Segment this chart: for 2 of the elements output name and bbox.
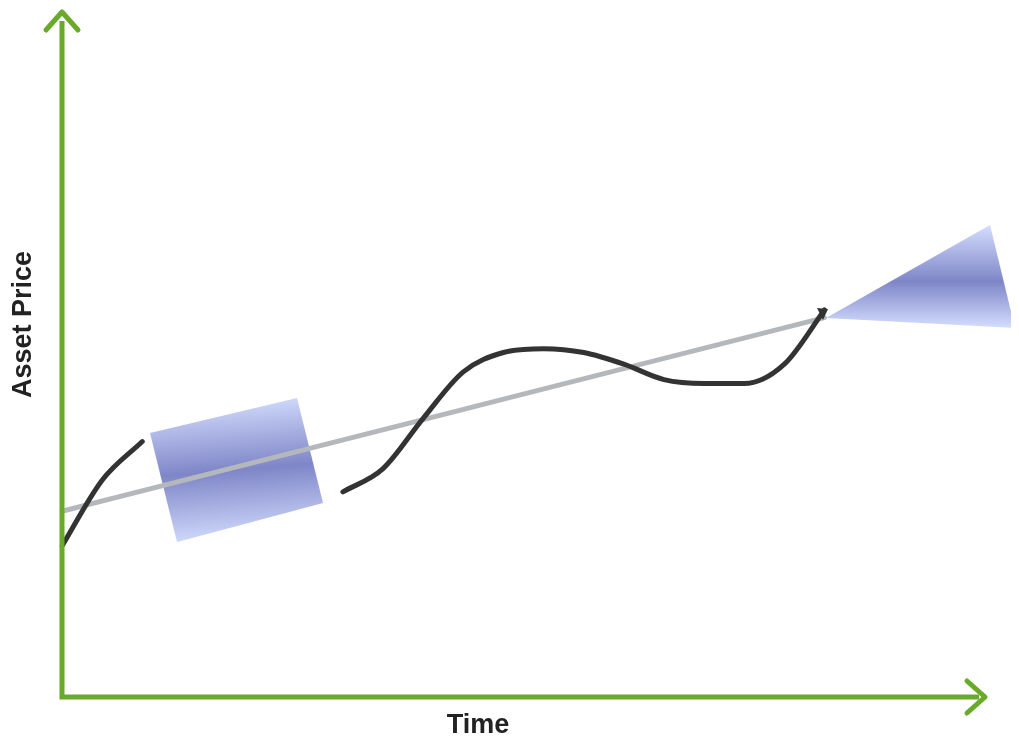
y-axis-title: Asset Price — [6, 249, 38, 401]
x-axis-title: Time — [445, 709, 511, 740]
